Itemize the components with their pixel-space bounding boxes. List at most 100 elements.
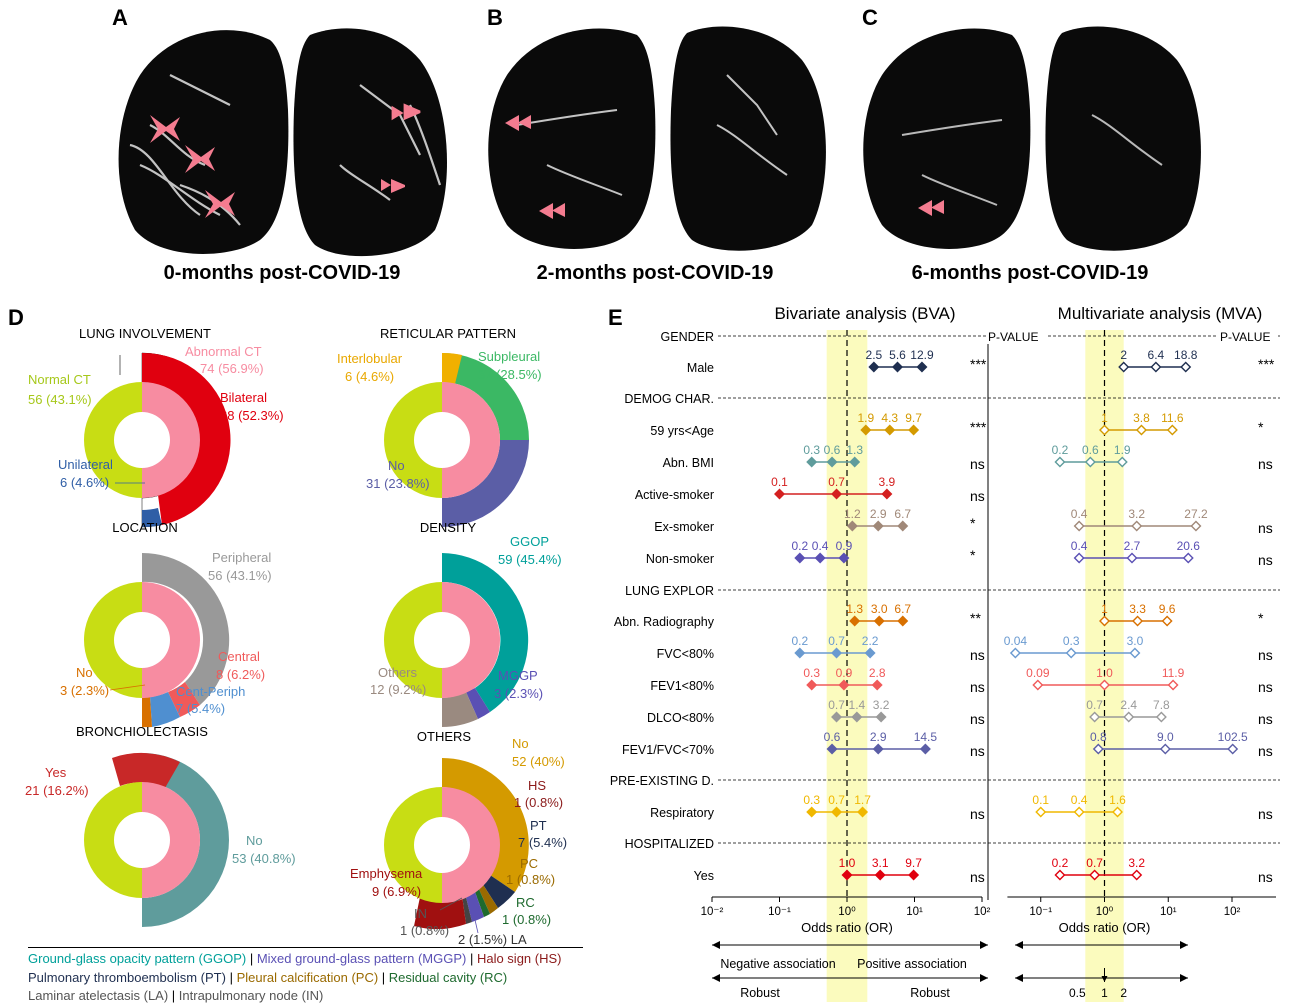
ci-value-label: 20.6 — [1177, 539, 1201, 553]
arrow-head-right — [980, 974, 988, 982]
ci-marker — [1167, 679, 1179, 691]
mva-tick-label: 10⁻¹ — [1029, 906, 1052, 918]
ci-value-label: 5.6 — [889, 348, 906, 362]
ci-marker — [1084, 456, 1096, 468]
ci-value-label: 1.9 — [857, 411, 874, 425]
mva-pvalue: ns — [1258, 456, 1273, 472]
ci-marker — [1099, 615, 1110, 627]
legend-text: Intrapulmonary node (IN) — [178, 988, 324, 1003]
donut-label: 6 (4.6%) — [60, 475, 109, 490]
ci-marker — [1159, 743, 1171, 755]
caption-c: 6-months post-COVID-19 — [911, 262, 1149, 284]
donut-label: GGOP — [510, 534, 549, 549]
ci-marker — [1065, 647, 1077, 659]
mva-pvalue: ns — [1258, 806, 1273, 822]
ci-value-label: 0.4 — [1071, 539, 1088, 553]
bva-tick-label: 10¹ — [906, 906, 923, 918]
ci-value-label: 3.1 — [872, 856, 889, 870]
ci-value-label: 0.04 — [1004, 634, 1028, 648]
donut-label: Central — [218, 649, 260, 664]
ci-marker — [1161, 615, 1173, 627]
ci-value-label: 3.0 — [1127, 634, 1144, 648]
donut-panel: LUNG INVOLVEMENT Normal CT 56 (43.1%) Ab… — [25, 326, 567, 947]
ci-value-label: 9.7 — [905, 411, 922, 425]
ci-value-label: 27.2 — [1184, 507, 1208, 521]
ci-marker — [916, 361, 928, 373]
legend-text: Ground-glass opacity pattern (GGOP) — [28, 951, 247, 966]
legend-line-1: Ground-glass opacity pattern (GGOP) | Mi… — [28, 950, 561, 969]
bva-x-label: Odds ratio (OR) — [801, 920, 893, 935]
ci-value-label: 0.9 — [836, 666, 853, 680]
ci-value-label: 0.2 — [1052, 856, 1069, 870]
ci-value-label: 9.0 — [1157, 730, 1174, 744]
ci-marker — [864, 647, 876, 659]
ci-marker — [1116, 456, 1128, 468]
pvalue-header-mva: P-VALUE — [1220, 330, 1270, 344]
donut-label: No — [76, 665, 93, 680]
donut-label: Unilateral — [58, 457, 113, 472]
ci-value-label: 0.1 — [771, 475, 788, 489]
mva-x-label: Odds ratio (OR) — [1059, 920, 1151, 935]
ci-value-label: 0.7 — [828, 634, 845, 648]
arrow-head-right — [1180, 974, 1188, 982]
ci-marker — [860, 424, 872, 436]
ci-value-label: 0.7 — [828, 793, 845, 807]
legend-sep: | — [225, 969, 237, 985]
mva-bottom-tick: 2 — [1120, 986, 1127, 1000]
ci-value-label: 11.9 — [1162, 666, 1185, 680]
legend-divider — [28, 947, 583, 948]
ci-value-label: 14.5 — [914, 730, 938, 744]
ci-marker — [1009, 647, 1021, 659]
ci-marker — [1118, 361, 1130, 373]
ci-value-label: 7.8 — [1153, 698, 1170, 712]
caption-a: 0-months post-COVID-19 — [163, 262, 401, 284]
legend-text: Halo sign (HS) — [476, 951, 562, 966]
ci-value-label: 0.3 — [803, 793, 820, 807]
ci-marker — [831, 711, 843, 723]
donut-lung-involvement: LUNG INVOLVEMENT Normal CT 56 (43.1%) Ab… — [28, 326, 284, 528]
ci-value-label: 0.7 — [828, 698, 845, 712]
mva-title: Multivariate analysis (MVA) — [1058, 304, 1263, 323]
arrow-head-left — [712, 941, 720, 949]
bva-pvalue: ns — [970, 647, 985, 663]
mva-pvalue: ns — [1258, 520, 1273, 536]
ci-marker — [1089, 711, 1101, 723]
pvalue-header-bva: P-VALUE — [988, 330, 1038, 344]
donut-label: 1 (0.8%) — [506, 872, 555, 887]
bva-tick-label: 10² — [974, 906, 991, 918]
ci-marker — [872, 743, 884, 755]
ci-value-label: 11.6 — [1161, 411, 1184, 425]
ci-marker — [814, 552, 826, 564]
ci-value-label: 0.8 — [1090, 730, 1107, 744]
ci-marker — [871, 679, 883, 691]
robust-left-label: Robust — [740, 986, 780, 1000]
ci-value-label: 0.3 — [1063, 634, 1080, 648]
row-label: FEV1/FVC<70% — [622, 743, 714, 757]
ci-marker — [1099, 424, 1110, 436]
row-label: Active-smoker — [635, 488, 714, 502]
row-label: FVC<80% — [657, 647, 714, 661]
row-label: Abn. BMI — [663, 456, 714, 470]
ci-marker — [873, 615, 885, 627]
ci-marker — [826, 456, 838, 468]
legend-text: Residual cavity (RC) — [388, 969, 508, 985]
abbreviation-legend: Ground-glass opacity pattern (GGOP) | Mi… — [28, 950, 561, 1006]
ci-marker — [1092, 743, 1104, 755]
donut-label: No — [246, 833, 263, 848]
donut-label: No — [388, 458, 405, 473]
mva-bottom-tick: 1 — [1101, 986, 1108, 1000]
donut-others: OTHERS No 52 (40%) HS 1 (0.8%) PT 7 (5.4… — [350, 729, 567, 947]
forest-plot: Bivariate analysis (BVA) Multivariate ana… — [610, 304, 1280, 1002]
donut-title: BRONCHIOLECTASIS — [76, 724, 208, 739]
ci-marker — [849, 615, 861, 627]
ci-value-label: 0.4 — [812, 539, 829, 553]
ci-value-label: 1 — [1101, 602, 1108, 616]
ci-marker — [874, 869, 886, 881]
row-label: Ex-smoker — [654, 520, 714, 534]
ci-marker — [849, 456, 861, 468]
donut-label: 31 (23.8%) — [366, 476, 430, 491]
row-label: DLCO<80% — [647, 711, 714, 725]
ci-marker — [897, 615, 909, 627]
ci-marker — [806, 679, 818, 691]
legend-sep: | — [466, 951, 477, 966]
